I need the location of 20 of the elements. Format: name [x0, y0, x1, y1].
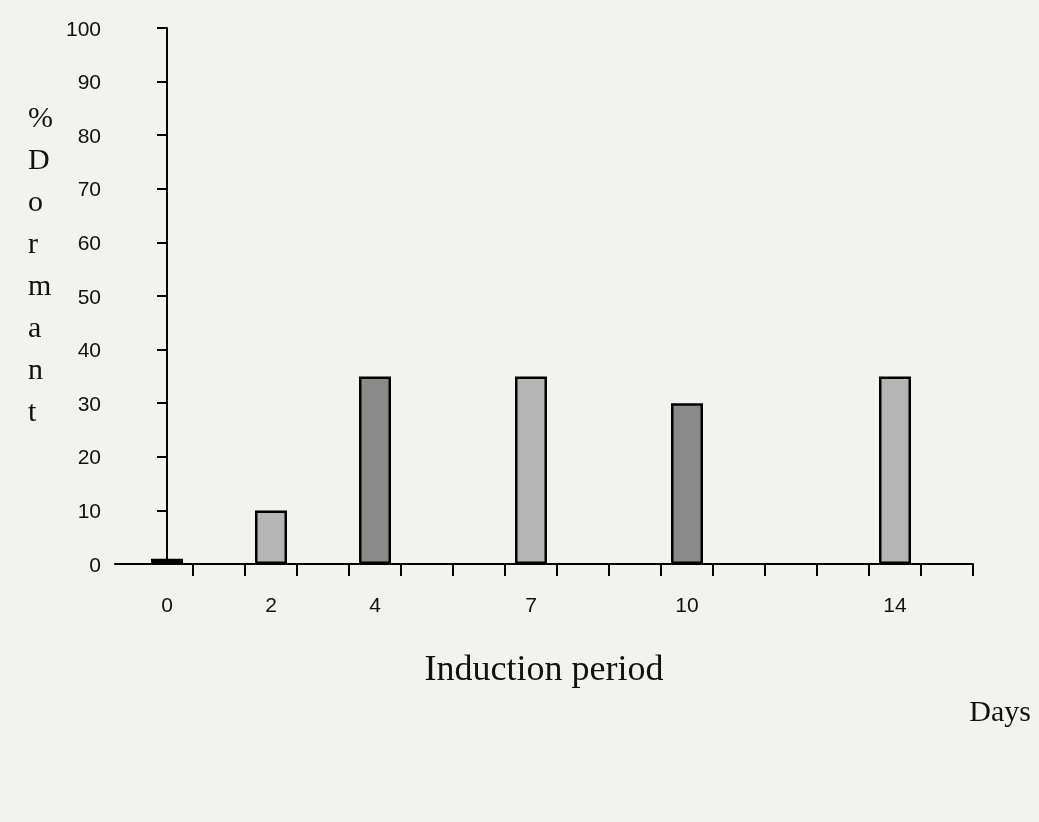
text: Days: [969, 693, 1031, 727]
y-tick-label: 40: [77, 338, 101, 362]
x-tick-label: 4: [369, 593, 382, 616]
y-tick-label: 30: [77, 391, 101, 415]
x-axis-title: Induction period: [424, 648, 664, 688]
y-tick-label: 60: [77, 230, 101, 254]
y-tick-label: 80: [77, 123, 101, 147]
x-tick-label: 14: [883, 593, 907, 616]
y-tick-label: 20: [77, 445, 101, 469]
y-axis-title: % Dormant: [28, 99, 53, 427]
y-tick-label: 0: [89, 552, 101, 576]
y-tick-label: 70: [77, 177, 101, 201]
y-tick-label: 90: [77, 70, 101, 94]
y-tick-label: 100: [65, 16, 101, 40]
x-tick-label: 0: [161, 593, 173, 616]
x-tick-label: 10: [675, 593, 699, 616]
x-tick-label: 7: [525, 593, 537, 616]
y-tick-label: 50: [77, 284, 101, 308]
x-tick-label: 2: [265, 593, 277, 616]
y-tick-label: 10: [77, 498, 101, 522]
